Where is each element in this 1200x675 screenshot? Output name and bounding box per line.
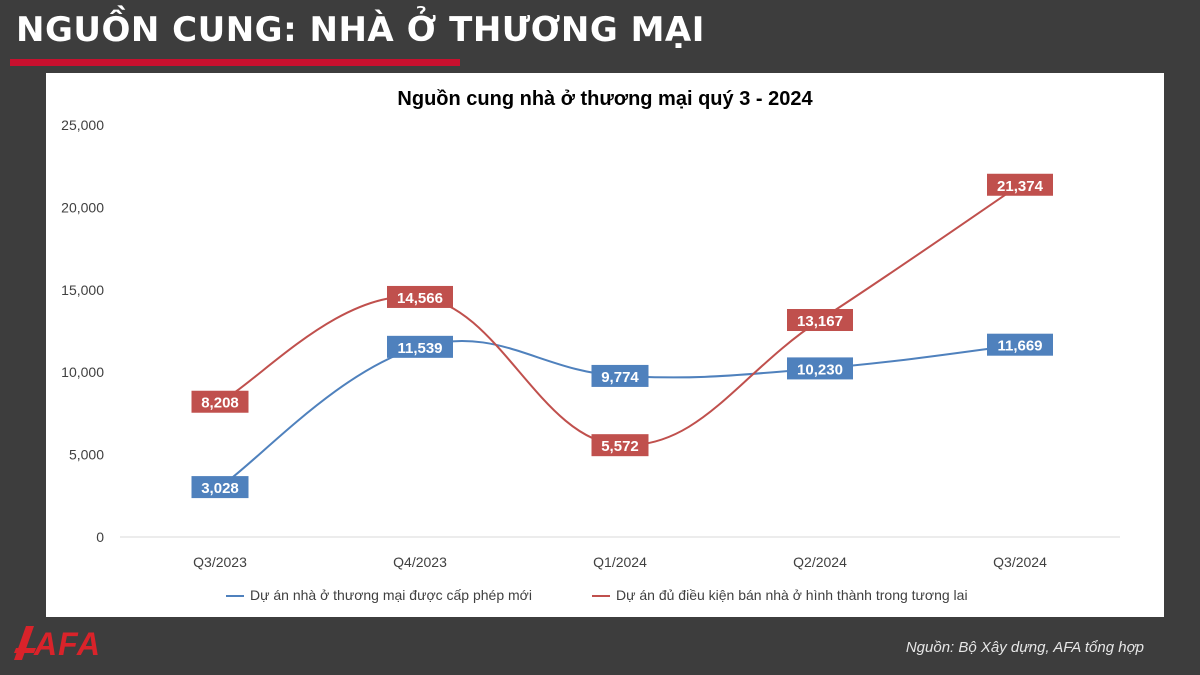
data-label: 11,669 <box>997 338 1042 355</box>
legend-label-2: Dự án đủ điều kiện bán nhà ở hình thành … <box>616 587 968 603</box>
data-label-box <box>591 364 649 387</box>
data-label-box <box>987 333 1053 356</box>
data-label: 21,374 <box>997 178 1044 195</box>
data-label-box <box>591 434 649 457</box>
y-tick-label: 25,000 <box>61 117 104 133</box>
y-tick-label: 15,000 <box>61 282 104 298</box>
data-label-box <box>387 335 453 358</box>
page-title: NGUỒN CUNG: NHÀ Ở THƯƠNG MẠI <box>16 10 705 50</box>
y-tick-label: 10,000 <box>61 364 104 380</box>
data-label: 8,208 <box>201 395 239 412</box>
series-line-1 <box>219 339 1021 488</box>
title-underline <box>10 59 460 66</box>
data-label: 10,230 <box>797 361 843 378</box>
data-label-box <box>787 357 853 380</box>
chart-panel: Nguồn cung nhà ở thương mại quý 3 - 2024… <box>46 73 1164 617</box>
series-line-2 <box>219 183 1021 447</box>
data-label-box <box>191 390 249 413</box>
line-chart: Nguồn cung nhà ở thương mại quý 3 - 2024… <box>61 88 1120 603</box>
data-label-box <box>787 309 853 332</box>
legend-label-1: Dự án nhà ở thương mại được cấp phép mới <box>250 587 532 603</box>
x-tick-label: Q3/2024 <box>993 554 1047 570</box>
x-tick-label: Q2/2024 <box>793 554 847 570</box>
y-tick-label: 20,000 <box>61 199 104 215</box>
afa-logo-icon <box>14 626 36 660</box>
data-label: 13,167 <box>797 313 843 330</box>
source-note: Nguồn: Bộ Xây dựng, AFA tổng hợp <box>905 639 1144 656</box>
y-tick-label: 0 <box>96 529 104 545</box>
data-label: 5,572 <box>601 438 639 455</box>
data-label: 3,028 <box>201 480 239 497</box>
data-label-box <box>987 173 1053 196</box>
y-tick-label: 5,000 <box>69 447 104 463</box>
x-tick-label: Q1/2024 <box>593 554 647 570</box>
x-tick-label: Q4/2023 <box>393 554 447 570</box>
data-label: 9,774 <box>601 369 639 386</box>
data-label: 11,539 <box>397 340 442 357</box>
data-label-box <box>387 285 453 308</box>
data-label: 14,566 <box>397 290 443 307</box>
logo-text: AFA <box>34 626 101 662</box>
data-label-box <box>191 476 249 499</box>
chart-title: Nguồn cung nhà ở thương mại quý 3 - 2024 <box>397 88 813 110</box>
x-tick-label: Q3/2023 <box>193 554 247 570</box>
